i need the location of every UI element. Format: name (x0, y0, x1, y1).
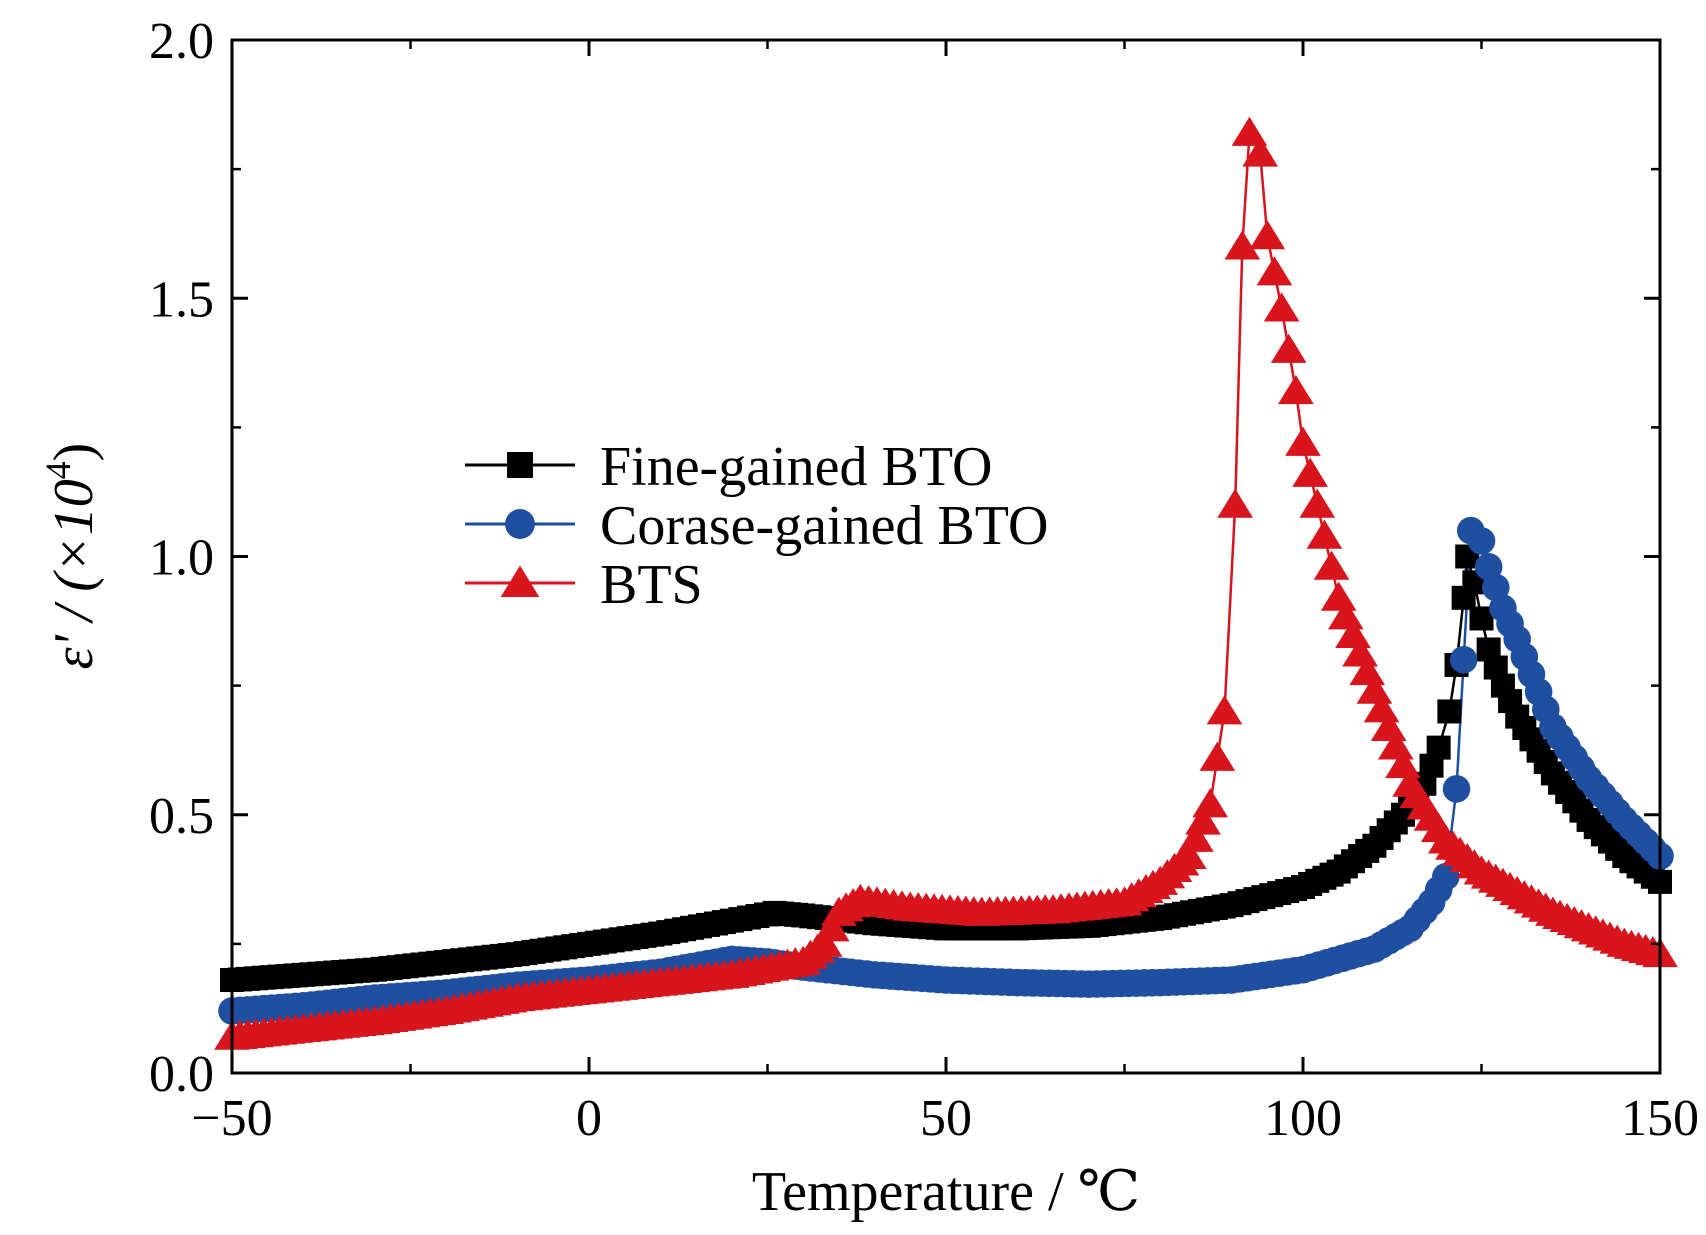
plot-markers (214, 116, 1678, 1050)
data-point-triangle (1256, 256, 1293, 286)
data-point-triangle (813, 912, 850, 942)
data-point-square (1426, 735, 1451, 760)
legend-label-triangle: BTS (600, 554, 703, 616)
data-point-triangle (1231, 116, 1268, 146)
data-point-square (1437, 699, 1462, 724)
x-axis-title: Temperature / ℃ (752, 1161, 1140, 1223)
y-tick-label: 0.5 (149, 788, 214, 845)
data-point-triangle (1285, 426, 1321, 456)
y-axis-title: ε' / (×104) (38, 443, 105, 670)
data-point-triangle (1217, 488, 1253, 518)
y-tick-label: 0.0 (149, 1046, 214, 1103)
data-point-triangle (1170, 839, 1207, 870)
data-point-triangle (1292, 457, 1328, 487)
y-axis-title-text: ε' / (×104) (38, 443, 105, 670)
y-axis-title-close: ) (43, 443, 105, 462)
data-point-circle (1442, 775, 1471, 803)
y-axis-title-superscript: 4 (38, 461, 78, 479)
data-point-triangle (1299, 488, 1336, 518)
x-tick-label: 100 (1264, 1090, 1342, 1147)
y-tick-label: 1.5 (149, 271, 214, 328)
axis-ticks (230, 38, 1662, 1075)
data-point-circle (1449, 646, 1478, 674)
x-tick-label: −50 (191, 1090, 272, 1147)
y-tick-label: 2.0 (149, 13, 214, 70)
data-point-triangle (1320, 581, 1357, 611)
legend-label-square: Fine-gained BTO (600, 436, 992, 498)
legend-marker-circle (505, 509, 535, 539)
data-point-triangle (1185, 805, 1221, 835)
y-tick-label: 1.0 (149, 530, 214, 587)
legend-marker-square (507, 452, 533, 478)
data-point-triangle (1224, 230, 1261, 260)
x-tick-label: 0 (576, 1090, 602, 1147)
legend-marker-triangle (500, 565, 540, 598)
data-point-triangle (1263, 292, 1300, 322)
data-point-triangle (1313, 550, 1350, 580)
x-tick-label: 150 (1621, 1090, 1699, 1147)
data-point-triangle (806, 927, 843, 957)
tick-labels: −50 0 50 100 150 0.0 0.5 1.0 1.5 2.0 (149, 13, 1699, 1147)
data-point-triangle (1199, 741, 1236, 771)
data-point-triangle (1306, 519, 1343, 549)
data-point-triangle (1206, 695, 1243, 725)
series-markers-triangle (214, 116, 1678, 1050)
data-point-triangle (1178, 822, 1214, 852)
legend-label-circle: Corase-gained BTO (600, 495, 1048, 557)
y-axis-title-main: ε' / (×10 (43, 479, 105, 669)
data-point-triangle (1242, 137, 1278, 167)
x-tick-label: 50 (920, 1090, 972, 1147)
data-point-triangle (1270, 333, 1307, 363)
series-markers-square (220, 544, 1672, 993)
data-point-triangle (1278, 375, 1314, 405)
data-point-triangle (1249, 220, 1286, 250)
data-point-triangle (1192, 788, 1228, 818)
data-point-circle (1467, 527, 1496, 555)
